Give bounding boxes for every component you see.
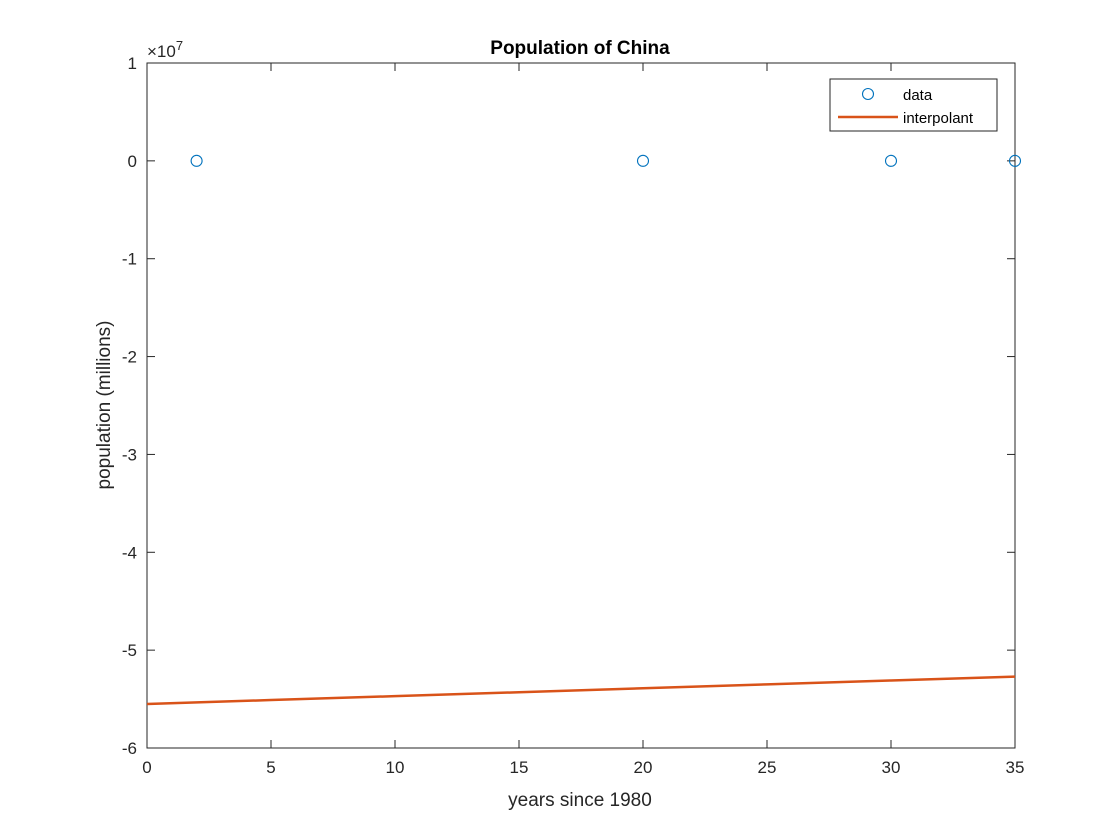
- legend-interpolant-label: interpolant: [903, 110, 974, 127]
- plot-axes: [146, 62, 1016, 749]
- legend-box: [829, 78, 998, 132]
- data-point-marker: [884, 154, 898, 167]
- legend: data interpolant: [829, 78, 998, 132]
- x-tick-label: 5: [266, 758, 275, 777]
- x-tick-label: 0: [142, 758, 151, 777]
- y-tick-label: -4: [122, 543, 137, 562]
- x-tick-label: 30: [882, 758, 901, 777]
- x-tick-label: 20: [634, 758, 653, 777]
- y-tick-label: -2: [122, 348, 137, 367]
- data-point-marker: [1008, 154, 1022, 167]
- x-axis-label: years since 1980: [508, 790, 652, 811]
- series-layer: [146, 154, 1022, 706]
- legend-data-marker: [861, 87, 875, 101]
- y-axis-label: population (millions): [94, 321, 115, 490]
- x-axis-ticks: 0 5 10 15 20 25 30 35: [142, 63, 1024, 777]
- series-line-interpolant: [146, 675, 1016, 706]
- plot-box: [146, 62, 1016, 749]
- y-tick-label: -5: [122, 641, 137, 660]
- y-exponent-base: ×10: [147, 42, 176, 61]
- y-exponent-power: 7: [176, 38, 183, 53]
- data-point-marker: [190, 154, 203, 167]
- y-axis-exponent: ×107: [147, 38, 183, 61]
- y-axis-ticks: -6 -5 -4 -3 -2 -1 0 1: [122, 54, 1015, 758]
- y-tick-label: 1: [128, 54, 137, 73]
- y-tick-label: 0: [128, 152, 137, 171]
- y-tick-label: -3: [122, 445, 137, 464]
- x-tick-label: 10: [386, 758, 405, 777]
- y-tick-label: -6: [122, 739, 137, 758]
- y-tick-label: -1: [122, 250, 137, 269]
- x-tick-label: 15: [510, 758, 529, 777]
- chart-title: Population of China: [490, 38, 670, 59]
- data-point-marker: [636, 154, 650, 167]
- x-tick-label: 25: [758, 758, 777, 777]
- legend-data-label: data: [903, 87, 933, 104]
- x-tick-label: 35: [1006, 758, 1025, 777]
